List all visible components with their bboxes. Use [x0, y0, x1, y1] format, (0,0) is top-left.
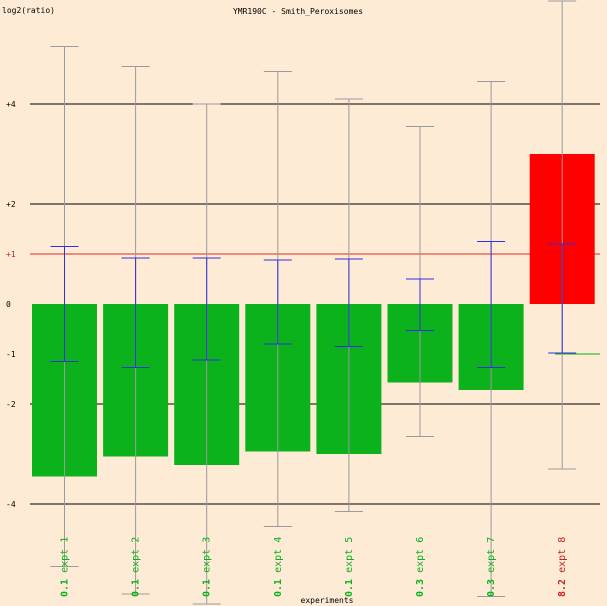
- error-layer: [50, 0, 577, 605]
- x-tick-label: 0.3 expt 6: [415, 537, 426, 597]
- chart-title: YMR190C - Smith_Peroxisomes: [233, 7, 363, 16]
- y-tick-label: -4: [6, 500, 16, 509]
- x-tick-label: 0.1 expt 1: [60, 537, 71, 597]
- x-tick-name: expt 2: [131, 537, 142, 573]
- error-bar-blue: [192, 257, 221, 361]
- error-bar-blue: [263, 259, 292, 345]
- x-tick-label: 0.1 expt 2: [131, 537, 142, 597]
- x-tick-name: expt 6: [415, 537, 426, 573]
- x-tick-prefix: 0.1: [60, 573, 71, 597]
- x-tick-name: expt 8: [557, 537, 568, 573]
- x-tick-prefix: 8.2: [557, 573, 568, 597]
- x-tick-prefix: 0.3: [486, 573, 497, 597]
- x-tick-label: 8.2 expt 8: [557, 537, 568, 597]
- error-bar-blue: [406, 278, 434, 331]
- label-layer: 0.1 expt 10.1 expt 20.1 expt 30.1 expt 4…: [60, 537, 569, 597]
- x-tick-name: expt 1: [60, 537, 71, 573]
- error-bar-blue: [121, 257, 150, 368]
- error-bar-blue: [334, 258, 363, 347]
- y-tick-label: +1: [6, 250, 16, 259]
- x-tick-prefix: 0.3: [415, 573, 426, 597]
- y-tick-label: -2: [6, 400, 16, 409]
- x-tick-label: 0.1 expt 4: [273, 537, 284, 597]
- error-bar-blue: [50, 246, 79, 362]
- x-tick-name: expt 7: [486, 537, 497, 573]
- x-tick-label: 0.3 expt 7: [486, 537, 497, 597]
- x-tick-prefix: 0.1: [131, 573, 142, 597]
- y-tick-label: -1: [6, 350, 16, 359]
- y-tick-label: +4: [6, 100, 16, 109]
- x-tick-prefix: 0.1: [202, 573, 213, 597]
- y-tick-label: +2: [6, 200, 16, 209]
- y-tick-label: 0: [6, 300, 11, 309]
- y-axis-label: log2(ratio): [2, 6, 55, 15]
- x-tick-label: 0.1 expt 3: [202, 537, 213, 597]
- error-bar-blue: [477, 241, 506, 368]
- error-bar-blue: [548, 243, 577, 354]
- x-tick-label: 0.1 expt 5: [344, 537, 355, 597]
- error-bar-gray: [548, 0, 577, 470]
- x-tick-name: expt 4: [273, 537, 284, 573]
- x-tick-name: expt 3: [202, 537, 213, 573]
- x-tick-prefix: 0.1: [273, 573, 284, 597]
- tick-layer: +4 +2 +1 0 -1 -2 -4: [6, 100, 16, 509]
- x-tick-name: expt 5: [344, 537, 355, 573]
- x-tick-prefix: 0.1: [344, 573, 355, 597]
- x-axis-label: experiments: [301, 596, 354, 605]
